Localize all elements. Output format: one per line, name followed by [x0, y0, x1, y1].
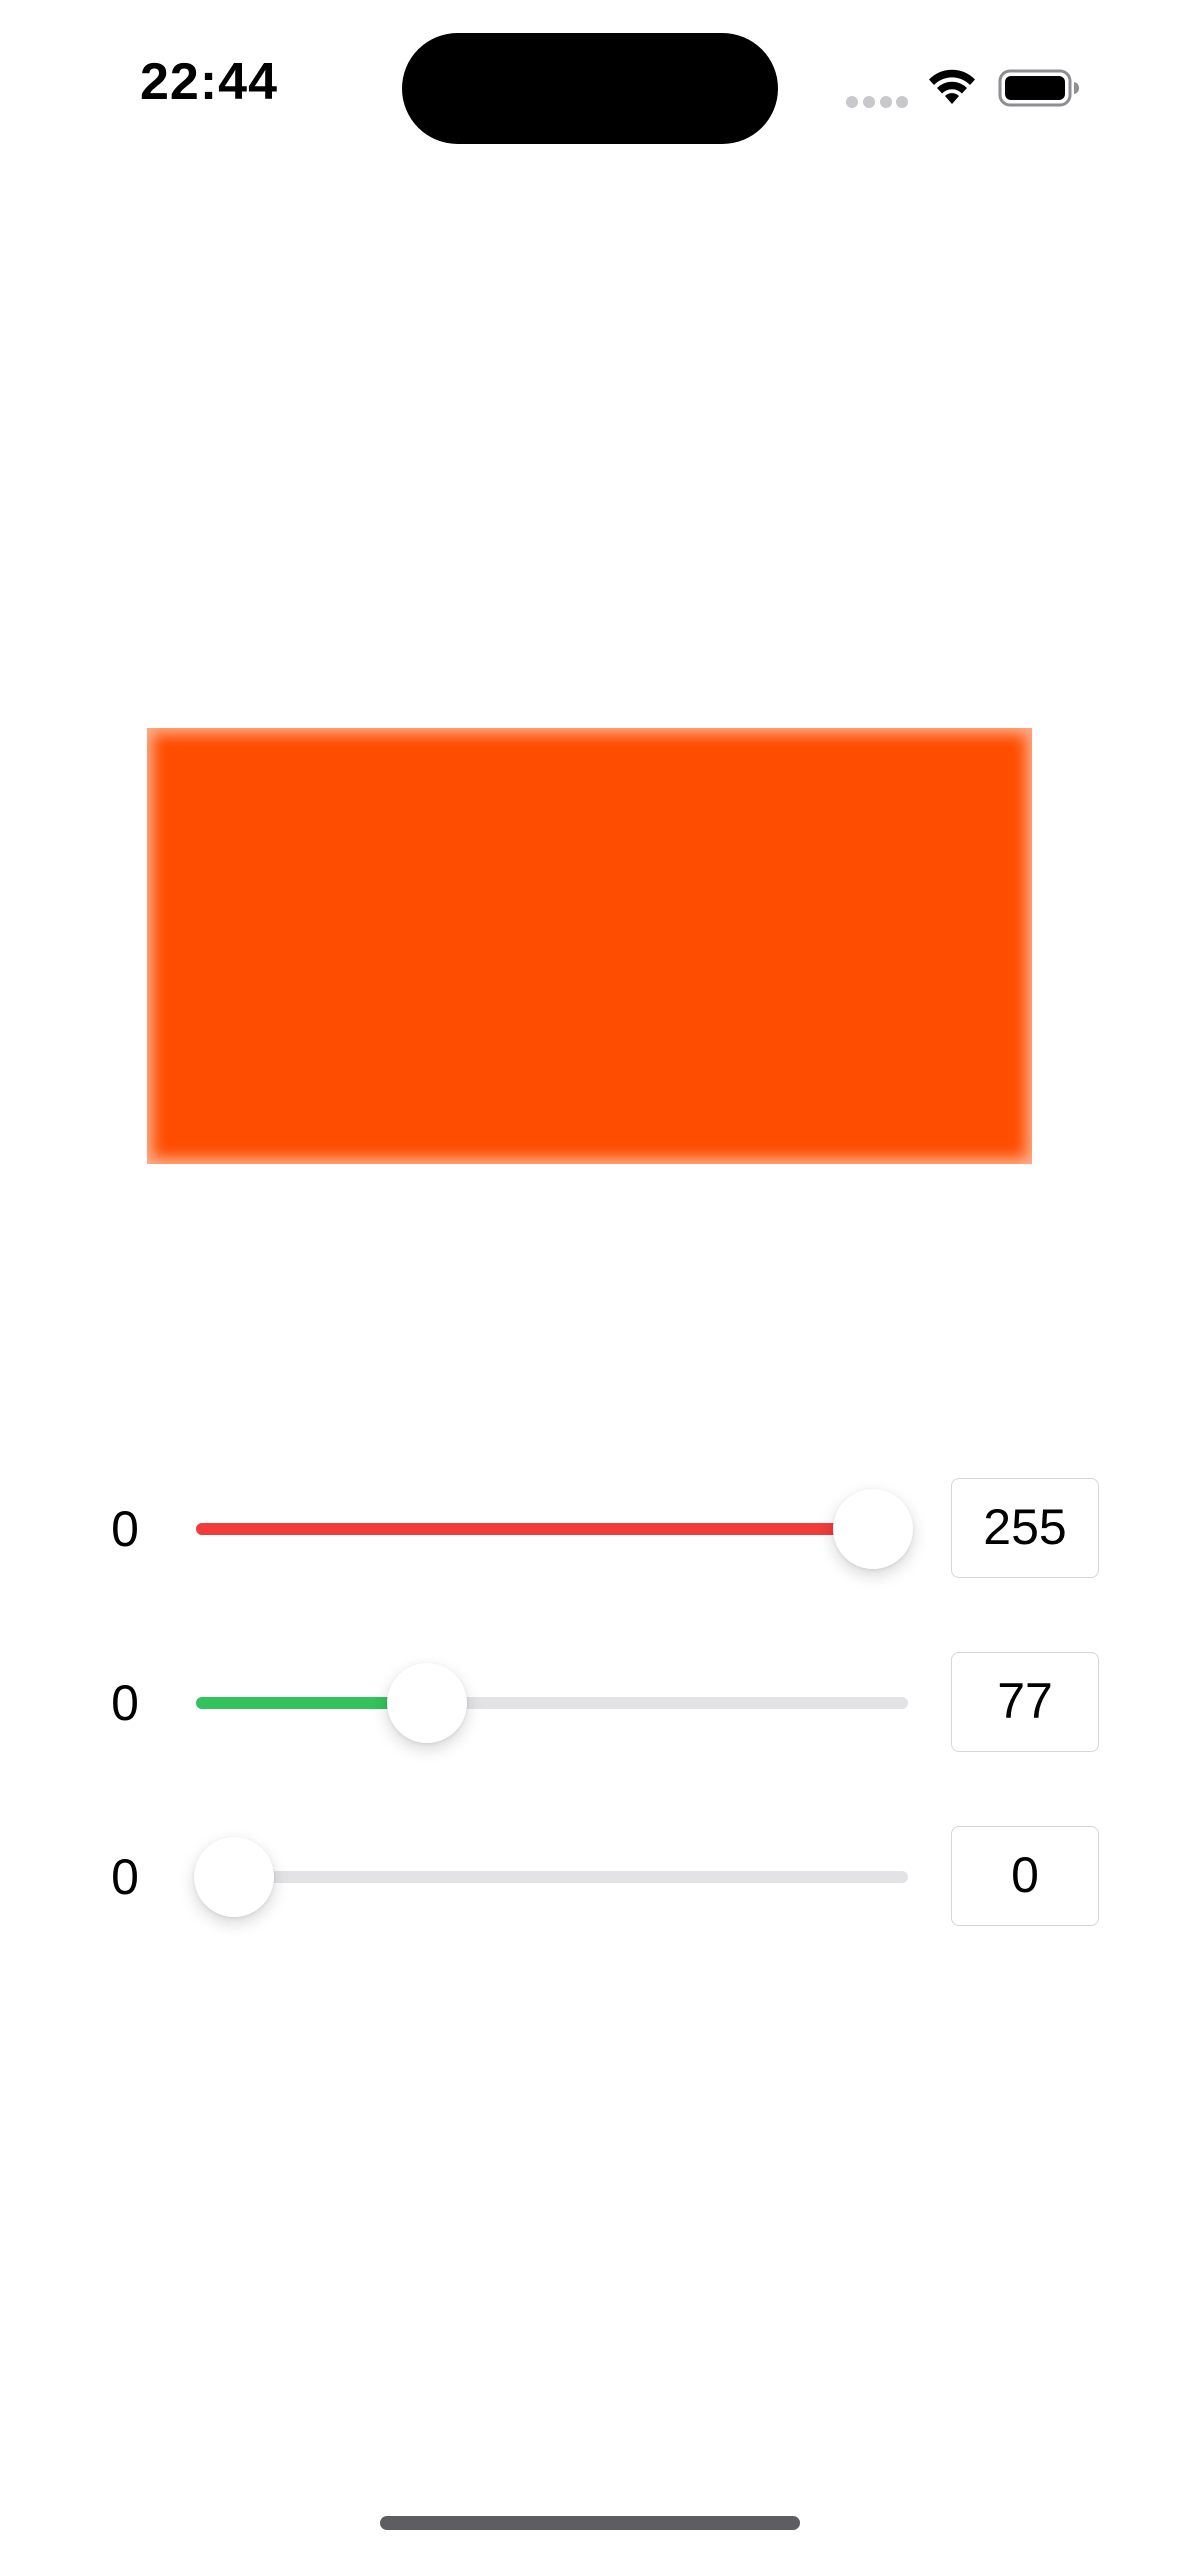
red-slider-thumb[interactable] — [833, 1489, 913, 1569]
blue-value-field[interactable]: 0 — [951, 1826, 1099, 1926]
green-value-field[interactable]: 77 — [951, 1652, 1099, 1752]
blue-slider[interactable] — [196, 1871, 908, 1883]
green-min-label: 0 — [111, 1675, 139, 1731]
wifi-icon — [929, 69, 975, 104]
home-indicator[interactable] — [380, 2516, 800, 2530]
red-min-label: 0 — [111, 1501, 139, 1557]
blue-slider-row: 0 0 — [0, 1822, 1179, 1932]
red-slider-row: 0 255 — [0, 1474, 1179, 1584]
green-slider[interactable] — [196, 1697, 908, 1709]
color-preview-swatch — [147, 728, 1032, 1164]
signal-dots-icon — [846, 96, 908, 108]
green-slider-row: 0 77 — [0, 1648, 1179, 1758]
red-slider-fill — [196, 1523, 873, 1535]
blue-min-label: 0 — [111, 1849, 139, 1905]
status-time: 22:44 — [140, 53, 278, 111]
red-slider[interactable] — [196, 1523, 908, 1535]
red-value-field[interactable]: 255 — [951, 1478, 1099, 1578]
battery-icon — [998, 69, 1079, 107]
dynamic-island — [402, 33, 778, 144]
green-slider-thumb[interactable] — [386, 1663, 467, 1743]
blue-slider-thumb[interactable] — [194, 1837, 274, 1917]
green-slider-fill — [196, 1697, 427, 1709]
